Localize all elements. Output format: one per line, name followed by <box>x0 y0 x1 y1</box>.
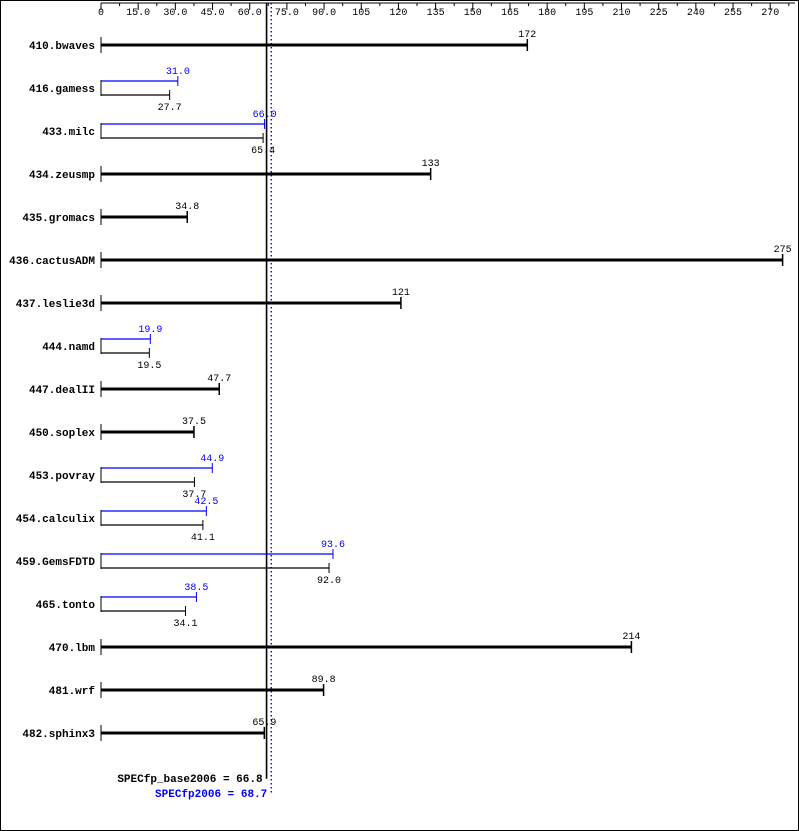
benchmark-label: 450.soplex <box>29 428 95 440</box>
benchmark-label: 454.calculix <box>16 514 96 526</box>
axis-tick-label: 240 <box>687 8 705 19</box>
axis-tick-label: 180 <box>538 8 556 19</box>
axis-tick-label: 195 <box>575 8 593 19</box>
benchmark-label: 416.gamess <box>29 84 95 96</box>
base-value-label: 65.9 <box>252 718 276 729</box>
chart-border <box>1 1 799 831</box>
ref-label-peak: SPECfp2006 = 68.7 <box>155 789 267 801</box>
x-axis: 0 15.0 30.0 45.0 60.0 75.0 90.0 105 120 135 150 165… <box>98 3 789 19</box>
peak-value-label: 19.9 <box>138 325 162 336</box>
benchmark-label: 470.lbm <box>49 643 96 655</box>
base-value-label: 89.8 <box>312 675 336 686</box>
benchmark-label: 410.bwaves <box>29 41 95 53</box>
base-value-label: 19.5 <box>137 361 161 372</box>
axis-tick-label: 105 <box>352 8 370 19</box>
benchmark-label: 481.wrf <box>49 686 96 698</box>
peak-value-label: 93.6 <box>321 540 345 551</box>
benchmark-label: 453.povray <box>29 471 95 483</box>
base-value-label: 27.7 <box>158 103 182 114</box>
axis-tick-label: 225 <box>650 8 668 19</box>
benchmark-label: 437.leslie3d <box>16 299 95 311</box>
base-value-label: 172 <box>518 30 536 41</box>
base-value-label: 275 <box>774 245 792 256</box>
ref-label-base: SPECfp_base2006 = 66.8 <box>117 774 263 786</box>
benchmark-label: 444.namd <box>42 342 95 354</box>
base-value-label: 41.1 <box>191 533 215 544</box>
axis-tick-label: 45.0 <box>201 8 225 19</box>
base-value-label: 121 <box>392 288 410 299</box>
axis-tick-label: 270 <box>761 8 779 19</box>
base-value-label: 34.8 <box>175 202 199 213</box>
benchmark-label: 447.dealII <box>29 385 95 397</box>
axis-tick-label: 60.0 <box>238 8 262 19</box>
axis-tick-label: 120 <box>389 8 407 19</box>
axis-tick-label: 90.0 <box>312 8 336 19</box>
base-value-label: 34.1 <box>174 619 198 630</box>
peak-value-label: 42.5 <box>194 497 218 508</box>
axis-tick-label: 30.0 <box>163 8 187 19</box>
benchmark-label: 482.sphinx3 <box>22 729 95 741</box>
benchmark-label: 436.cactusADM <box>9 256 95 268</box>
peak-value-label: 38.5 <box>184 583 208 594</box>
base-value-label: 65.4 <box>251 146 275 157</box>
axis-tick-label: 150 <box>464 8 482 19</box>
peak-value-label: 44.9 <box>200 454 224 465</box>
peak-value-label: 66.0 <box>253 110 277 121</box>
base-value-label: 92.0 <box>317 576 341 587</box>
base-value-label: 47.7 <box>207 374 231 385</box>
peak-value-label: 31.0 <box>166 67 190 78</box>
axis-tick-label: 210 <box>612 8 630 19</box>
axis-tick-label: 75.0 <box>275 8 299 19</box>
benchmark-label: 465.tonto <box>36 600 96 612</box>
axis-tick-label: 255 <box>724 8 742 19</box>
benchmark-label: 434.zeusmp <box>29 170 95 182</box>
spec-chart: 0 15.0 30.0 45.0 60.0 75.0 90.0 105 120 135 150 165… <box>0 0 799 831</box>
base-value-label: 37.5 <box>182 417 206 428</box>
base-value-label: 133 <box>422 159 440 170</box>
benchmark-label: 459.GemsFDTD <box>16 557 96 569</box>
base-value-label: 214 <box>622 632 640 643</box>
axis-tick-label: 165 <box>501 8 519 19</box>
axis-tick-label: 0 <box>98 8 104 19</box>
axis-tick-label: 135 <box>427 8 445 19</box>
benchmark-label: 433.milc <box>42 127 95 139</box>
axis-tick-label: 15.0 <box>126 8 150 19</box>
benchmark-label: 435.gromacs <box>22 213 95 225</box>
